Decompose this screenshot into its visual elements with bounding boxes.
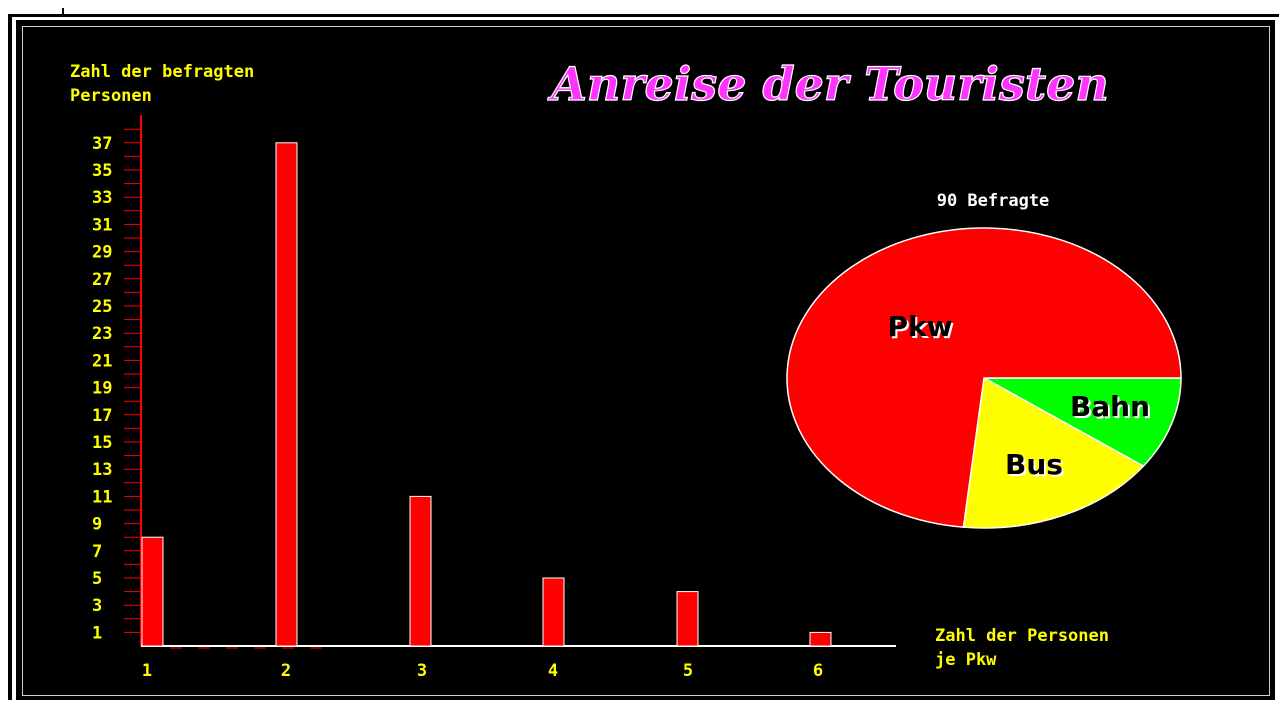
bar-3 — [409, 495, 432, 647]
y-tick-label: 9 — [92, 515, 102, 535]
y-tick-label: 1 — [92, 623, 102, 643]
x-tick-label: 1 — [142, 661, 152, 681]
y-tick-label: 29 — [92, 243, 112, 263]
y-tick-label: 19 — [92, 379, 112, 399]
y-tick-label: 7 — [92, 542, 102, 562]
bar-5 — [676, 591, 699, 647]
window-border-left — [8, 14, 12, 700]
bar-1 — [141, 536, 164, 647]
x-axis-label-line2: je Pkw — [935, 650, 997, 670]
y-tick-label: 27 — [92, 270, 112, 290]
x-tick-labels: 1 2 3 4 5 6 — [142, 661, 823, 681]
y-tick-label: 5 — [92, 569, 102, 589]
y-axis-label-line2: Personen — [70, 86, 152, 106]
pie-slice-pkw — [786, 227, 1182, 528]
y-tick-label: 37 — [92, 134, 112, 154]
y-tick-label: 31 — [92, 215, 112, 235]
y-axis-label-line1: Zahl der befragten — [70, 62, 254, 82]
bar-2 — [275, 142, 298, 647]
pie-label-bus: Bus — [1005, 448, 1063, 481]
y-tick-label: 11 — [92, 487, 112, 507]
pie-label-bahn: Bahn — [1070, 390, 1150, 423]
pie-label-shadow: Bus — [1007, 450, 1065, 483]
pie-label-shadow: Pkw — [889, 312, 954, 345]
y-tick-label: 25 — [92, 297, 112, 317]
y-tick-label: 13 — [92, 460, 112, 480]
y-tick-label: 33 — [92, 188, 112, 208]
y-tick-label: 3 — [92, 596, 102, 616]
x-tick-label: 6 — [813, 661, 823, 681]
pie-chart — [786, 227, 1182, 529]
y-tick-label: 21 — [92, 351, 112, 371]
pie-label-shadow: Bahn — [1072, 392, 1152, 425]
x-tick-label: 5 — [683, 661, 693, 681]
x-axis-label-line1: Zahl der Personen — [935, 626, 1109, 646]
chart-title: Anreise der Touristen — [547, 57, 1109, 111]
x-tick-label: 2 — [281, 661, 291, 681]
pie-subtitle: 90 Befragte — [937, 191, 1050, 211]
bar-4 — [542, 577, 565, 647]
y-tick-label: 17 — [92, 406, 112, 426]
y-tick-label: 15 — [92, 433, 112, 453]
bars — [141, 142, 832, 647]
y-tick-label: 23 — [92, 324, 112, 344]
pie-label-pkw: Pkw — [887, 310, 952, 343]
bar-6 — [809, 631, 832, 647]
x-tick-label: 3 — [417, 661, 427, 681]
pie-slice-bus — [962, 376, 1145, 529]
pie-slice-bahn — [983, 377, 1182, 468]
screen-inner-border — [22, 26, 1270, 696]
corner-tick — [62, 8, 64, 16]
y-tick-label: 35 — [92, 161, 112, 181]
window-border-top — [8, 14, 1279, 17]
y-tick-marks — [124, 128, 141, 633]
x-tick-label: 4 — [548, 661, 558, 681]
